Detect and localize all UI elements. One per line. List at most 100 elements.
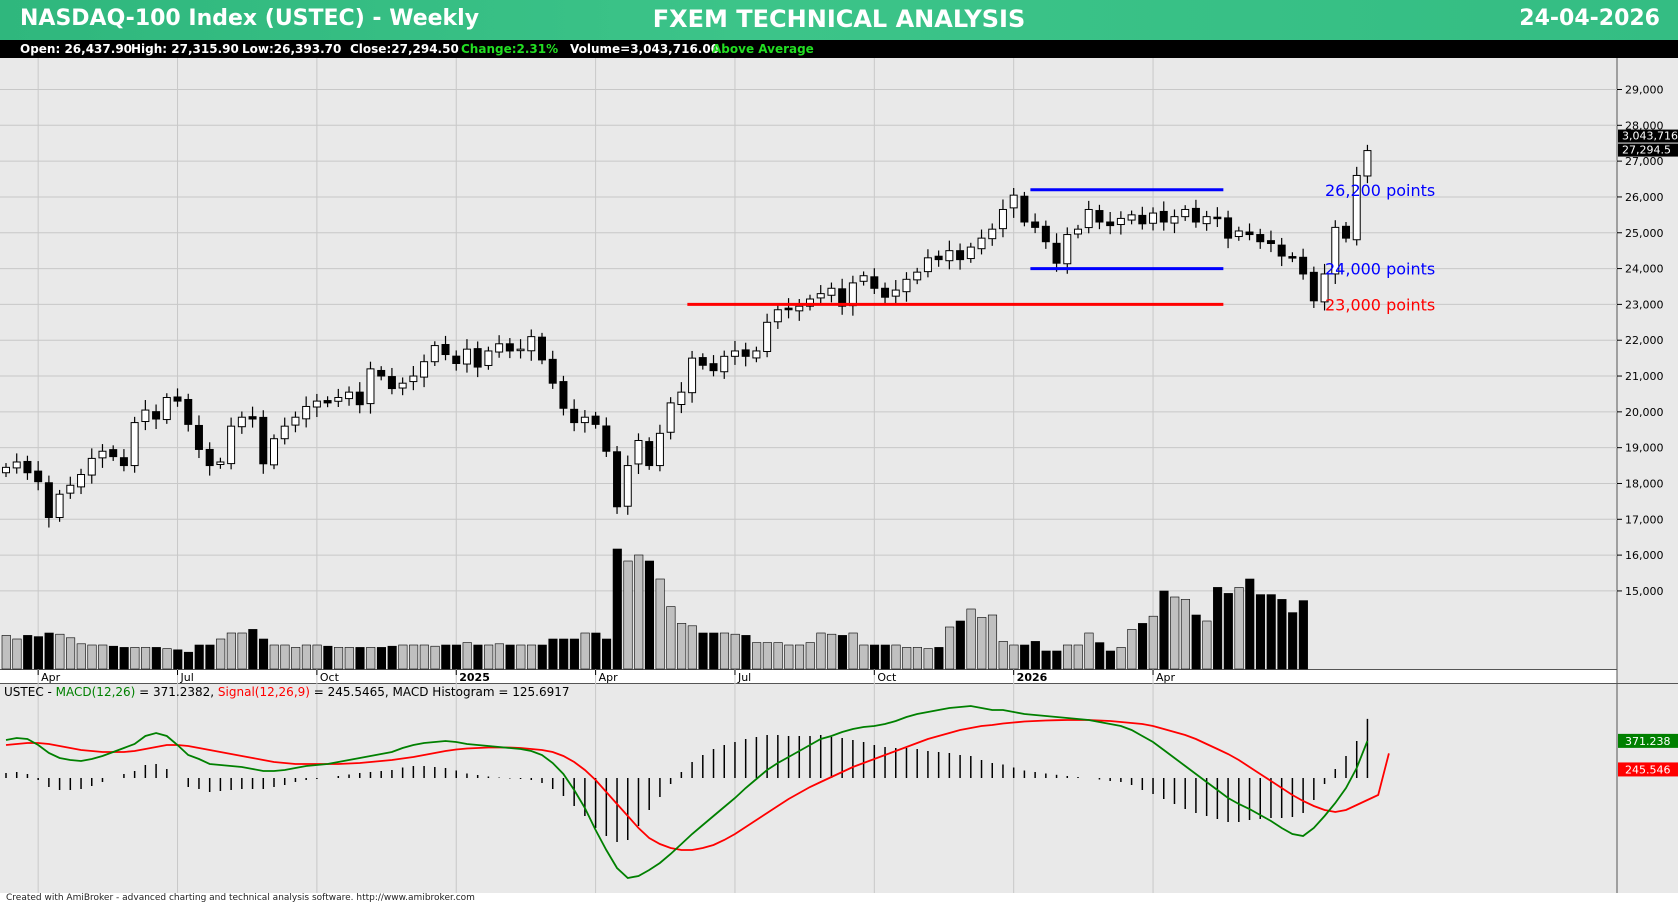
volume-bar [12, 638, 22, 670]
volume-bar [344, 647, 354, 670]
volume-bar [269, 644, 279, 670]
candle-body [1084, 208, 1093, 229]
volume-bar [334, 647, 344, 670]
candle-body [473, 348, 482, 368]
candle-body [881, 287, 890, 298]
candle-body [1320, 273, 1329, 303]
macd-title-macd: MACD(12,26) [56, 685, 136, 699]
macd-panel: 371.238 245.546 [5, 705, 1678, 879]
candle-body [1288, 256, 1297, 259]
volume-bar [1009, 644, 1019, 670]
candle-body [23, 460, 32, 474]
volume-bar [1298, 600, 1308, 670]
candle-body [516, 348, 525, 352]
y-tick-label: 29,000 [1625, 83, 1664, 96]
volume-bar [248, 629, 258, 670]
volume-bar [484, 644, 494, 670]
candle-body [1095, 210, 1104, 223]
candle-body [1213, 216, 1222, 220]
candle-body [527, 336, 536, 352]
candle-body [688, 357, 697, 394]
candle-body [1106, 221, 1115, 227]
volume-bar [183, 651, 194, 670]
candle-body [109, 449, 118, 458]
macd-last-tag [1618, 733, 1678, 748]
volume-bar [730, 633, 740, 670]
volume-bar [773, 642, 783, 670]
volume-bar [323, 645, 333, 670]
volume-bar [709, 632, 719, 670]
candle-body [1031, 221, 1040, 228]
candle-body [966, 246, 975, 260]
candle-body [280, 425, 289, 440]
volume-bar [87, 644, 97, 670]
candle-body [666, 402, 675, 433]
candle-body [859, 275, 868, 282]
candle-body [420, 361, 429, 378]
last-price-label: 27,294.5 [1622, 144, 1671, 157]
candle-body [923, 257, 932, 273]
candle-body [795, 305, 804, 312]
volume-bar [1266, 594, 1276, 670]
candle-body [538, 336, 546, 361]
volume-bar [216, 638, 226, 670]
volume-bar [1159, 590, 1169, 670]
volume-bar [66, 637, 76, 670]
volume-bar [451, 644, 462, 670]
candle-body [848, 282, 857, 307]
candle-body [119, 457, 128, 467]
volume-bar [1073, 644, 1083, 670]
candle-body [613, 451, 622, 508]
volume-bar [1030, 641, 1040, 670]
candle-body [194, 424, 203, 450]
ohlc-info-bar: Open: 26,437.90 High: 27,315.90 Low:26,3… [0, 40, 1678, 58]
volume-bar [1170, 596, 1180, 670]
candle-body [1127, 214, 1136, 221]
volume-bar [1138, 623, 1148, 670]
candle-body [1181, 208, 1190, 218]
volume-bar [698, 632, 708, 670]
candle-body [98, 450, 107, 459]
price-axis: 15,000 16,000 17,000 18,000 19,000 20,000 21,0… [1617, 83, 1678, 598]
volume-bar [880, 644, 890, 670]
candle-body [784, 307, 793, 311]
volume-bar [312, 644, 322, 670]
open-value: Open: 26,437.90 [20, 42, 133, 56]
x-tick-label: Jul [737, 671, 751, 684]
volume-bar [805, 642, 815, 670]
y-tick-label: 15,000 [1625, 585, 1664, 598]
x-tick-label: Apr [41, 671, 61, 684]
y-tick-label: 22,000 [1625, 334, 1664, 347]
volume-bar [151, 647, 161, 670]
volume-bar [634, 554, 644, 670]
candle-body [1191, 207, 1200, 223]
analysis-title: FXEM TECHNICAL ANALYSIS [652, 5, 1026, 33]
volume-bar [108, 645, 118, 670]
candle-body [1020, 195, 1029, 223]
price-panel-bg [0, 58, 1617, 670]
candle-body [334, 397, 343, 402]
volume-bar [44, 632, 54, 670]
candle-body [580, 416, 589, 424]
volume-bar [955, 620, 965, 670]
volume-bar [1277, 599, 1287, 670]
change-value: Change:2.31% [461, 42, 559, 56]
volume-bar [1245, 578, 1255, 670]
volume-bar [998, 641, 1008, 670]
volume-bar [762, 642, 772, 670]
candle-body [1138, 214, 1147, 225]
volume-bar [1234, 587, 1244, 670]
y-tick-label: 26,000 [1625, 191, 1664, 204]
candle-body [559, 381, 568, 409]
instrument-title: NASDAQ-100 Index (USTEC) - Weekly [20, 6, 480, 31]
candle-body [655, 432, 664, 467]
x-tick-label: Jul [180, 671, 194, 684]
y-tick-label: 23,000 [1625, 298, 1664, 311]
volume-bar [226, 632, 236, 670]
volume-bar [55, 633, 65, 670]
candle-body [270, 438, 278, 466]
volume-bar [130, 647, 140, 670]
volume-bar [1084, 632, 1094, 670]
volume-bar [537, 644, 547, 670]
candle-body [205, 448, 214, 467]
